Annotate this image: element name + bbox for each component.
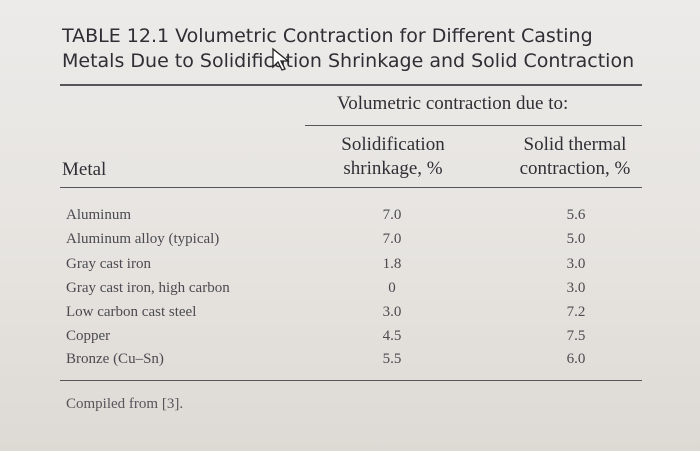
column-header-line: contraction, % [519, 158, 631, 179]
column-header: Solidification shrinkage, % [318, 133, 468, 181]
table-title: Metals Due to Solidification Shrinkage a… [62, 50, 635, 72]
cell-value: 5.0 [566, 231, 586, 247]
column-header-line: shrinkage, % [343, 158, 443, 179]
metal-name: Copper [66, 328, 111, 344]
cell-value: 5.5 [382, 351, 402, 367]
cell-value: 6.0 [566, 351, 586, 367]
rule [60, 380, 642, 381]
cell-value: 0 [388, 280, 396, 296]
cell-value: 5.6 [566, 207, 586, 223]
cell-value: 4.5 [382, 328, 402, 344]
column-header-line: Solidification [341, 134, 445, 155]
cell-value: 3.0 [566, 280, 586, 296]
column-header: Metal [62, 159, 107, 180]
cell-value: 3.0 [566, 256, 586, 272]
cell-value: 7.0 [382, 231, 402, 247]
cell-value: 3.0 [382, 304, 402, 320]
column-header-line: Solid thermal [523, 134, 627, 155]
column-header: Solid thermal contraction, % [500, 133, 650, 181]
rule [60, 187, 642, 188]
cursor-icon [272, 47, 290, 71]
metal-name: Aluminum alloy (typical) [66, 231, 220, 247]
footnote: Compiled from [3]. [66, 396, 184, 412]
cell-value: 7.0 [382, 207, 402, 223]
metal-name: Bronze (Cu–Sn) [66, 351, 164, 367]
cell-value: 1.8 [382, 256, 402, 272]
metal-name: Aluminum [66, 207, 132, 223]
rule [60, 84, 642, 86]
group-header: Volumetric contraction due to: [337, 93, 569, 114]
cell-value: 7.5 [566, 328, 586, 344]
metal-name: Gray cast iron, high carbon [66, 280, 230, 296]
metal-name: Gray cast iron [66, 256, 151, 272]
rule [305, 125, 642, 126]
table-title: TABLE 12.1 Volumetric Contraction for Di… [62, 25, 593, 47]
cell-value: 7.2 [566, 304, 586, 320]
metal-name: Low carbon cast steel [66, 304, 197, 320]
